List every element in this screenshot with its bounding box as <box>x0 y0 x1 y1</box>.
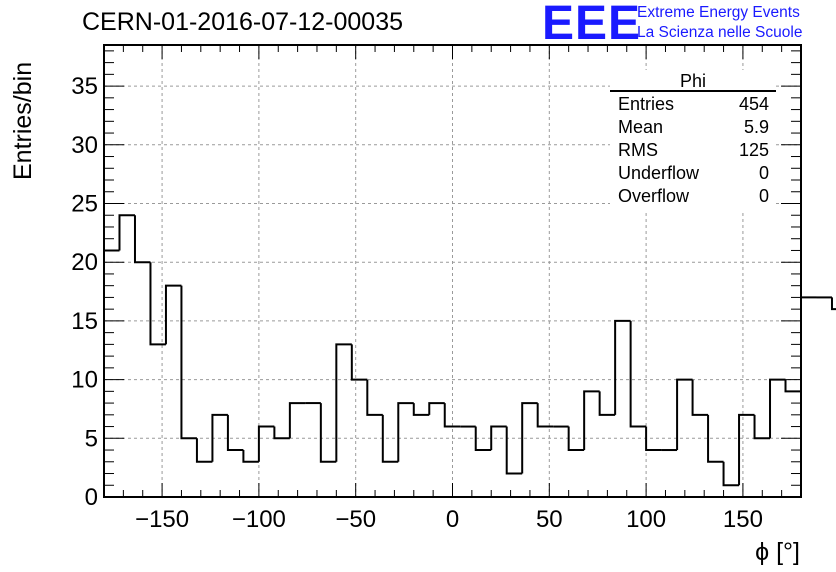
histogram-bin <box>257 425 275 462</box>
histogram-bin <box>474 426 492 452</box>
histogram-bin <box>242 450 259 463</box>
stats-label: Mean <box>618 117 663 137</box>
histogram-bin <box>830 297 836 311</box>
histogram-bin <box>180 285 197 440</box>
histogram-bin <box>288 402 306 439</box>
x-tick-label: 150 <box>723 506 763 533</box>
stats-value: 5.9 <box>744 117 769 137</box>
histogram-bin <box>226 414 244 452</box>
logo-caption-line2: La Scienza nelle Scuole <box>637 24 803 41</box>
histogram-bin <box>350 344 368 381</box>
histogram-bin <box>490 425 507 451</box>
x-tick-label: 100 <box>626 506 666 533</box>
histogram-bin <box>397 402 414 462</box>
y-tick-label: 15 <box>71 308 98 335</box>
histogram-bin <box>800 296 817 392</box>
histogram-bin <box>753 414 771 440</box>
logo-caption-line1: Extreme Energy Events <box>637 4 800 21</box>
histogram-bin <box>645 426 662 452</box>
stats-label: RMS <box>618 140 658 160</box>
histogram-bin <box>629 320 647 428</box>
histogram-bin <box>103 249 120 497</box>
histogram-bin <box>598 391 616 416</box>
histogram-bin <box>443 403 461 428</box>
stats-label: Overflow <box>618 186 690 206</box>
eee-logo: EEE <box>542 0 642 50</box>
histogram-bin <box>722 461 740 487</box>
y-tick-label: 10 <box>71 367 98 394</box>
chart-title: CERN-01-2016-07-12-00035 <box>82 8 404 36</box>
histogram-bin <box>769 378 786 439</box>
stats-value: 454 <box>739 94 769 114</box>
y-tick-label: 25 <box>71 190 98 217</box>
stats-box-background <box>610 70 776 210</box>
x-tick-label: 50 <box>536 506 563 533</box>
histogram-bin <box>366 379 383 416</box>
histogram-bin <box>164 284 182 345</box>
y-tick-label: 35 <box>71 73 98 100</box>
stats-label: Underflow <box>618 163 700 183</box>
histogram-bin <box>211 413 228 462</box>
histogram-bin <box>676 378 693 451</box>
histogram-bin <box>133 215 151 264</box>
stats-value: 0 <box>759 163 769 183</box>
y-tick-label: 30 <box>71 132 98 159</box>
y-tick-label: 0 <box>85 484 98 511</box>
histogram-bin <box>118 214 135 251</box>
stats-box-name: Phi <box>680 71 706 91</box>
y-axis-label: Entries/bin <box>9 62 37 180</box>
x-tick-label: −150 <box>135 506 189 533</box>
histogram-bin <box>691 379 709 416</box>
histogram-bin <box>505 426 523 475</box>
histogram-bin <box>428 402 445 415</box>
stats-value: 0 <box>759 186 769 206</box>
histogram-bin <box>273 426 290 440</box>
histogram-bin <box>738 413 755 486</box>
histogram-bin <box>335 343 352 462</box>
x-axis-label: ϕ [°] <box>755 538 800 566</box>
histogram-bin <box>614 319 631 415</box>
y-tick-label: 20 <box>71 249 98 276</box>
logo-caption: Extreme Energy Events La Scienza nelle S… <box>637 3 802 43</box>
histogram-bin <box>149 262 166 346</box>
histogram-bin <box>784 379 801 393</box>
histogram-bin <box>536 403 554 428</box>
x-tick-label: 0 <box>446 506 459 533</box>
histogram-bin <box>567 426 585 452</box>
histogram-bin <box>583 390 600 451</box>
y-tick-label: 5 <box>85 425 98 452</box>
histogram-bin <box>707 414 724 463</box>
histogram-bin <box>319 403 337 463</box>
histogram-bin <box>195 438 213 463</box>
stats-value: 125 <box>739 140 769 160</box>
histogram-bin <box>381 414 399 463</box>
histogram-bin <box>521 402 538 474</box>
x-tick-label: −50 <box>335 506 376 533</box>
histogram-bin <box>412 403 430 416</box>
stats-label: Entries <box>618 94 674 114</box>
x-tick-label: −100 <box>232 506 286 533</box>
